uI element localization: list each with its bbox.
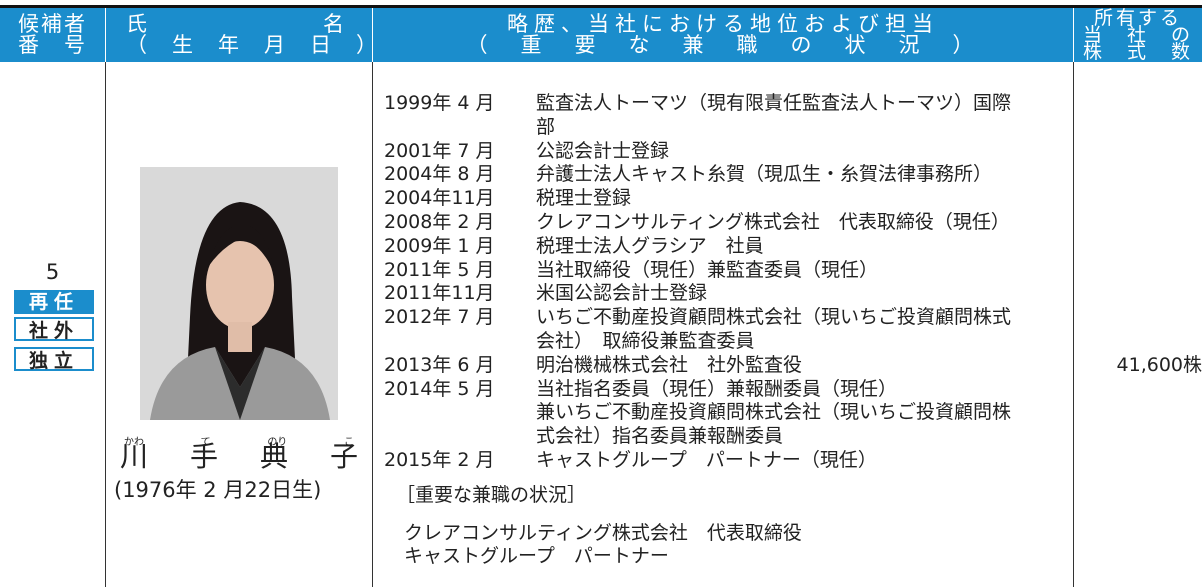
badge: 独立 xyxy=(14,347,94,372)
career-date: 2015年 2 月 xyxy=(384,448,495,471)
name-char: 子 xyxy=(329,440,358,473)
portrait-photo xyxy=(140,167,338,420)
career-row: 2001年 7 月 公認会計士登録 xyxy=(384,140,1011,164)
career-text: 兼いちご不動産投資顧問株式会社（現いちご投資顧問株 xyxy=(536,401,1012,424)
career-text: いちご不動産投資顧問株式会社（現いちご投資顧問株式 xyxy=(536,306,1012,329)
header-text: 氏 xyxy=(126,12,147,36)
concurrent-item: クレアコンサルティング株式会社 代表取締役 xyxy=(404,522,802,544)
concurrent-title: ［重要な兼職の状況］ xyxy=(396,484,587,506)
header-line: 氏 名 xyxy=(106,14,372,35)
ruby: て xyxy=(200,437,211,448)
name-char: 手 xyxy=(189,440,218,473)
header-divider xyxy=(372,8,373,62)
header-text: 名 xyxy=(323,12,344,36)
candidate-number: 5 xyxy=(45,260,60,284)
career-row: 部 xyxy=(384,116,1011,140)
career-text: 監査法人トーマツ（現有限責任監査法人トーマツ）国際 xyxy=(536,92,1012,114)
name-row: 川手典子 xyxy=(114,443,364,471)
career-text: 部 xyxy=(536,115,556,138)
career-row: 1999年 4 月 監査法人トーマツ（現有限責任監査法人トーマツ）国際 xyxy=(384,92,1011,116)
career-text: クレアコンサルティング株式会社 代表取締役（現任） xyxy=(536,210,1010,233)
career-text: キャストグループ パートナー（現任） xyxy=(536,448,877,471)
career-row: 2009年 1 月 税理士法人グラシア 社員 xyxy=(384,235,1011,259)
ruby-row: かわ て のり こ xyxy=(114,433,364,448)
name-char: 典 xyxy=(259,440,288,473)
top-rule xyxy=(0,5,1202,8)
career-row: 式会社）指名委員兼報酬委員 xyxy=(384,425,1011,449)
header-text: （ 生 年 月 日 ） xyxy=(126,33,379,57)
column-line xyxy=(105,62,106,587)
concurrent: ［重要な兼職の状況］ クレアコンサルティング株式会社 代表取締役 キャストグループ… xyxy=(396,484,802,568)
badge: 再任 xyxy=(14,290,94,314)
header-no: 候補者 番 号 xyxy=(0,8,105,62)
career-text: 米国公認会計士登録 xyxy=(536,282,708,305)
shares: 41,600株 xyxy=(1116,354,1202,376)
career-row: 2013年 6 月 明治機械株式会社 社外監査役 xyxy=(384,354,1011,378)
header-divider xyxy=(105,8,106,62)
career-date: 2001年 7 月 xyxy=(384,139,495,162)
career-row: 2015年 2 月 キャストグループ パートナー（現任） xyxy=(384,449,1011,473)
header-shares: 所有する 当 社 の 株 式 数 xyxy=(1074,8,1202,62)
career-date: 2008年 2 月 xyxy=(384,210,495,233)
career-text: 公認会計士登録 xyxy=(536,139,670,162)
header-divider xyxy=(1073,8,1074,62)
ruby: こ xyxy=(343,437,354,448)
column-line xyxy=(372,62,373,587)
name-char: 川 xyxy=(120,440,149,473)
career-date: 2004年 8 月 xyxy=(384,163,495,186)
career-date: 2009年 1 月 xyxy=(384,234,495,257)
career-date: 2004年11月 xyxy=(384,187,495,210)
career-date: 2013年 6 月 xyxy=(384,353,495,376)
header-text: 所有する xyxy=(1093,6,1182,29)
ruby: かわ xyxy=(124,437,144,448)
career-date xyxy=(384,425,536,449)
career-row: 2014年 5 月 当社指名委員（現任）兼報酬委員（現任） xyxy=(384,378,1011,402)
career-row: 2011年 5 月 当社取締役（現任）兼監査委員（現任） xyxy=(384,259,1011,283)
header-career: 略歴、当社における地位および担当 （ 重 要 な 兼 職 の 状 況 ） xyxy=(373,8,1073,62)
career-date: 2012年 7 月 xyxy=(384,306,495,329)
career-text: 式会社）指名委員兼報酬委員 xyxy=(536,425,784,448)
career-text: 会社） 取締役兼監査委員 xyxy=(536,329,755,352)
career-row: 2011年11月 米国公認会計士登録 xyxy=(384,282,1011,306)
career-list: 1999年 4 月監査法人トーマツ（現有限責任監査法人トーマツ）国際部 2001年… xyxy=(384,92,1011,473)
header-name: 氏 名 （ 生 年 月 日 ） xyxy=(106,8,379,62)
career-text: 当社指名委員（現任）兼報酬委員（現任） xyxy=(536,377,898,400)
birth-date: (1976年 2 月22日生) xyxy=(114,478,322,502)
ruby: のり xyxy=(267,437,288,448)
career-date xyxy=(384,401,536,425)
header-text: 略歴、当社における地位および担当 xyxy=(507,12,939,36)
career-text: 当社取締役（現任）兼監査委員（現任） xyxy=(536,258,879,281)
header-text: 番 号 xyxy=(18,33,87,57)
career-row: 2012年 7 月 いちご不動産投資顧問株式会社（現いちご投資顧問株式 xyxy=(384,306,1011,330)
career-date: 2011年 5 月 xyxy=(384,258,495,281)
career-text: 明治機械株式会社 社外監査役 xyxy=(536,353,803,376)
header-text: 当 社 の xyxy=(1082,23,1193,46)
career-row: 会社） 取締役兼監査委員 xyxy=(384,330,1011,354)
header-text: 株 式 数 xyxy=(1082,40,1193,63)
concurrent-item: キャストグループ パートナー xyxy=(404,545,669,567)
career-row: 兼いちご不動産投資顧問株式会社（現いちご投資顧問株 xyxy=(384,401,1011,425)
career-date xyxy=(384,116,536,140)
career-text: 税理士登録 xyxy=(536,187,632,210)
career-text: 弁護士法人キャスト糸賀（現瓜生・糸賀法律事務所） xyxy=(536,163,993,186)
career-row: 2008年 2 月 クレアコンサルティング株式会社 代表取締役（現任） xyxy=(384,211,1011,235)
header-bar: 候補者 番 号 氏 名 （ 生 年 月 日 ） 略歴、当社における地位および担当… xyxy=(0,8,1202,62)
career-date: 2014年 5 月 xyxy=(384,377,495,400)
column-line xyxy=(1073,62,1074,587)
header-text: （ 重 要 な 兼 職 の 状 況 ） xyxy=(466,33,980,57)
header-text: 候補者 xyxy=(18,12,87,36)
career-date: 1999年 4 月 xyxy=(384,92,495,114)
career-text: 税理士法人グラシア 社員 xyxy=(536,234,764,257)
badge: 社外 xyxy=(14,317,94,342)
career-row: 2004年11月 税理士登録 xyxy=(384,187,1011,211)
career-date: 2011年11月 xyxy=(384,282,495,305)
career-date xyxy=(384,330,536,354)
career-row: 2004年 8 月 弁護士法人キャスト糸賀（現瓜生・糸賀法律事務所） xyxy=(384,163,1011,187)
